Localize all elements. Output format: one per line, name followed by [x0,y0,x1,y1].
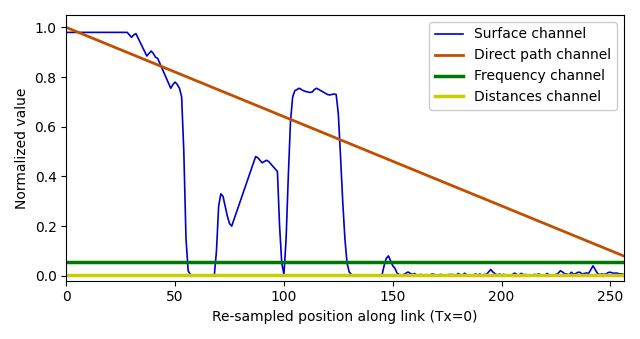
Frequency channel [360,260,368,264]
Direct path channel [293,120,301,124]
Distances channel [356,273,364,277]
Direct path channel [356,146,364,150]
Distances channel [620,273,627,277]
Legend: Surface channel, Direct path channel, Frequency channel, Distances channel: Surface channel, Direct path channel, Fr… [429,22,616,110]
Direct path channel [63,25,70,29]
Direct path channel [119,48,127,53]
Distances channel [119,273,127,277]
Distances channel [241,273,248,277]
Frequency channel [63,260,70,264]
Direct path channel [212,87,220,91]
Surface channel [356,274,364,278]
Surface channel [360,274,368,278]
Distances channel [360,273,368,277]
Surface channel [241,186,248,190]
Frequency channel [293,260,301,264]
Direct path channel [620,254,627,258]
Distances channel [293,273,301,277]
Frequency channel [241,260,248,264]
Frequency channel [620,260,627,264]
Line: Surface channel: Surface channel [67,33,623,276]
Distances channel [63,273,70,277]
Surface channel [212,249,220,253]
X-axis label: Re-sampled position along link (Tx=0): Re-sampled position along link (Tx=0) [212,310,477,324]
Frequency channel [212,260,220,264]
Distances channel [212,273,220,277]
Y-axis label: Normalized value: Normalized value [15,87,29,208]
Direct path channel [241,99,248,103]
Surface channel [528,274,536,278]
Surface channel [63,31,70,35]
Frequency channel [356,260,364,264]
Surface channel [119,31,127,35]
Surface channel [620,273,627,277]
Frequency channel [119,260,127,264]
Line: Direct path channel: Direct path channel [67,27,623,256]
Direct path channel [360,148,368,152]
Surface channel [293,87,301,92]
